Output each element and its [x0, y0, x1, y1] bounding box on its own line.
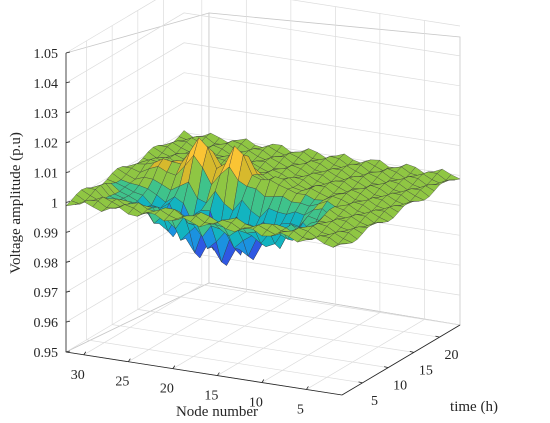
node-tick-mark: [217, 372, 220, 376]
time-tick-mark: [384, 366, 389, 368]
z-tick-mark: [65, 81, 71, 84]
node-tick-label: 10: [249, 396, 263, 411]
z-gridline: [65, 251, 461, 323]
time-axis-line: [341, 324, 461, 396]
time-gridline: [86, 40, 363, 384]
z-tick-mark: [65, 290, 71, 293]
z-tick-label: 1: [51, 197, 58, 212]
z-tick-mark: [65, 350, 71, 353]
node-tick-label: 5: [297, 402, 304, 417]
time-tick-mark: [358, 381, 363, 384]
node-tick-label: 15: [204, 389, 218, 404]
time-tick-label: 15: [419, 363, 433, 378]
node-gridline: [217, 6, 336, 376]
node-gridline: [261, 13, 381, 383]
node-tick-mark: [83, 351, 87, 355]
node-tick-mark: [261, 379, 265, 383]
surface-patch: [333, 243, 348, 248]
time-tick-label: 20: [444, 348, 458, 363]
z-tick-label: 0.97: [34, 286, 59, 301]
time-tick-mark: [435, 335, 440, 338]
z-tick-mark: [65, 260, 71, 263]
z-tick-label: 0.99: [34, 226, 59, 241]
time-gridline: [137, 10, 414, 353]
z-tick-mark: [65, 231, 71, 233]
z-tick-label: 1.05: [34, 47, 59, 62]
z-gridline: [65, 102, 461, 173]
z-tick-mark: [65, 201, 71, 203]
z-tick-mark: [65, 171, 71, 173]
z-tick-mark: [65, 51, 71, 54]
z-tick-mark: [65, 111, 71, 114]
node-ticks: 30 25 20 15 10 5: [71, 351, 309, 417]
z-tick-label: 0.95: [34, 346, 59, 361]
node-gridline: [83, 0, 203, 356]
z-ticks: 0.95 0.96 0.97 0.98 0.99 1 1.01 1.02 1.03 1.04 1.0…: [34, 47, 71, 361]
z-gridline: [65, 12, 461, 84]
surface-mesh: [65, 130, 461, 266]
node-tick-label: 25: [115, 375, 129, 390]
node-gridline: [172, 0, 292, 369]
z-gridline: [65, 0, 461, 54]
z-tick-label: 0.98: [34, 256, 59, 271]
z-tick-label: 0.96: [34, 316, 59, 331]
z-tick-mark: [65, 320, 71, 323]
z-gridline: [65, 72, 461, 144]
time-gridline: [163, 0, 440, 338]
z-tick-label: 1.01: [34, 167, 59, 182]
z-gridline: [65, 281, 461, 353]
node-tick-label: 30: [71, 368, 85, 383]
node-gridline: [306, 20, 425, 390]
node-tick-mark: [172, 365, 176, 369]
y-axis-label: time (h): [450, 399, 498, 415]
time-gridline: [111, 25, 389, 368]
time-tick-label: 10: [393, 379, 407, 394]
z-gridline: [65, 42, 461, 114]
node-tick-label: 20: [160, 382, 174, 397]
z-tick-mark: [65, 141, 71, 144]
x-axis-label: Node number: [176, 404, 258, 420]
time-tick-label: 5: [371, 394, 378, 409]
z-axis-label: Voltage amplitude (p.u): [8, 132, 24, 274]
time-tick-mark: [409, 351, 414, 353]
node-gridline: [128, 0, 247, 363]
node-tick-mark: [306, 386, 309, 390]
node-tick-mark: [127, 358, 131, 362]
z-tick-label: 1.04: [34, 77, 59, 92]
z-tick-label: 1.02: [34, 137, 59, 152]
node-axis-line: [65, 351, 343, 396]
z-tick-label: 1.03: [34, 107, 59, 122]
time-ticks: 5 10 15 20: [358, 335, 458, 409]
